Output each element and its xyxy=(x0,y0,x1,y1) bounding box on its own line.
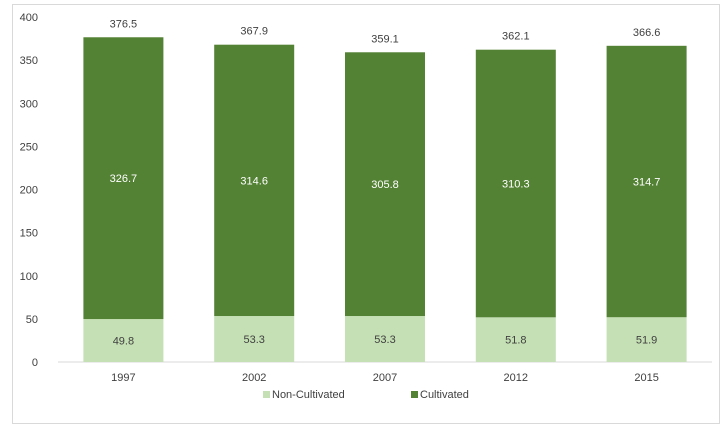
total-label: 366.6 xyxy=(633,27,661,39)
x-tick-label: 2002 xyxy=(242,372,266,384)
total-label: 359.1 xyxy=(371,33,399,45)
data-label: 51.8 xyxy=(505,335,526,347)
legend-label: Cultivated xyxy=(420,389,469,401)
y-tick-label: 100 xyxy=(20,271,38,283)
y-tick-label: 150 xyxy=(20,228,38,240)
bar-segment-cultivated xyxy=(475,49,556,318)
bar-segment-non-cultivated xyxy=(83,319,164,362)
y-tick-label: 0 xyxy=(32,357,38,369)
legend-label: Non-Cultivated xyxy=(272,389,345,401)
bar-segment-cultivated xyxy=(345,52,425,317)
y-tick-label: 400 xyxy=(20,12,38,24)
bar-segment-cultivated xyxy=(83,37,164,320)
data-label: 310.3 xyxy=(502,179,530,191)
bar-segment-non-cultivated xyxy=(606,317,687,362)
y-tick-label: 300 xyxy=(20,98,38,110)
legend: Non-Cultivated Cultivated xyxy=(263,389,469,401)
y-tick-label: 50 xyxy=(26,314,38,326)
total-label: 376.5 xyxy=(110,18,138,30)
y-tick-label: 250 xyxy=(20,141,38,153)
total-label: 367.9 xyxy=(240,26,268,38)
x-tick-label: 1997 xyxy=(111,372,135,384)
y-tick-label: 350 xyxy=(20,55,38,67)
legend-swatch xyxy=(411,391,418,398)
data-label: 326.7 xyxy=(110,173,138,185)
bar-segment-non-cultivated xyxy=(214,316,295,362)
data-label: 305.8 xyxy=(371,179,399,191)
x-tick-label: 2012 xyxy=(504,372,528,384)
bar-segment-cultivated xyxy=(214,44,295,317)
legend-swatch xyxy=(263,391,270,398)
y-tick-label: 200 xyxy=(20,185,38,197)
data-label: 53.3 xyxy=(243,334,264,346)
data-label: 53.3 xyxy=(374,334,395,346)
data-label: 51.9 xyxy=(636,335,657,347)
x-axis-ticks: 1997 2002 2007 2012 2015 xyxy=(111,372,659,384)
bars-group: 49.8 326.7 376.5 53.3 314.6 367.9 53.3 305.8 359… xyxy=(83,18,687,362)
total-label: 362.1 xyxy=(502,31,530,43)
bar-segment-non-cultivated xyxy=(345,316,425,362)
x-tick-label: 2015 xyxy=(634,372,658,384)
x-tick-label: 2007 xyxy=(373,372,397,384)
bar-segment-non-cultivated xyxy=(475,317,556,362)
bar-segment-cultivated xyxy=(606,45,687,318)
data-label: 314.6 xyxy=(240,175,268,187)
data-label: 314.7 xyxy=(633,177,661,189)
data-label: 49.8 xyxy=(113,336,134,348)
y-axis-ticks: 0 50 100 150 200 250 300 350 400 xyxy=(20,12,38,369)
